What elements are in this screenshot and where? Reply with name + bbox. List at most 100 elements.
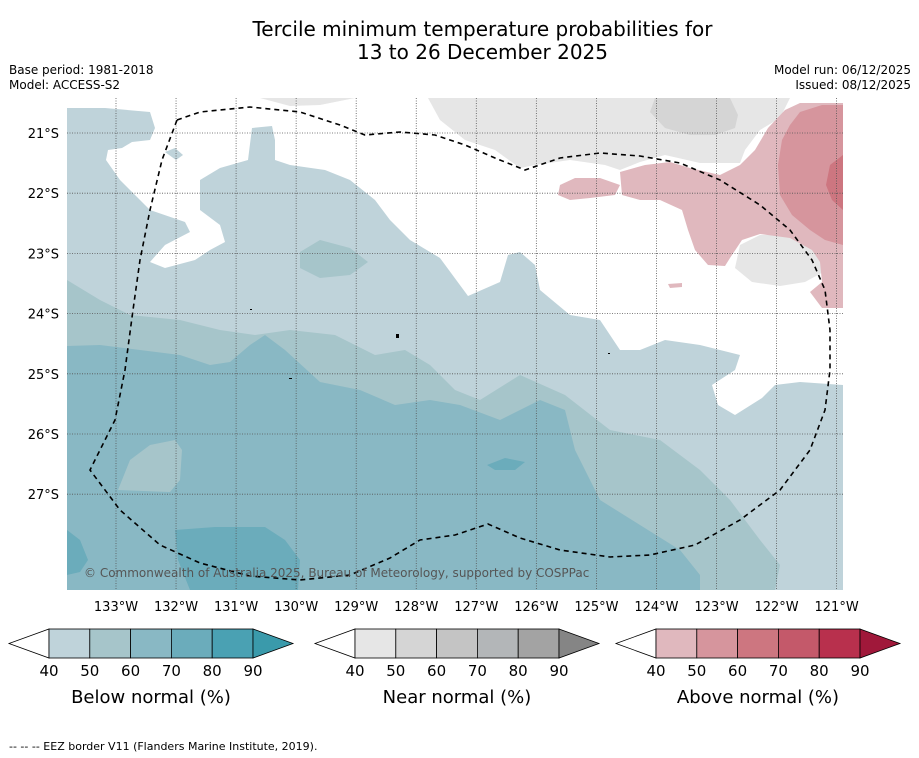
- longitude-labels: 133°W 132°W 131°W 130°W 129°W 128°W 127°W 126°W…: [94, 600, 859, 615]
- below-normal-60-region: [67, 335, 700, 590]
- title-line-2: 13 to 26 December 2025: [356, 40, 608, 64]
- colorbar-segment: [778, 628, 820, 659]
- colorbar-segment: [696, 628, 738, 659]
- above-normal-40-region: [558, 178, 620, 200]
- colorbar-title: Above normal (%): [677, 687, 839, 708]
- colorbar-min-arrow: [7, 628, 50, 659]
- colorbar-tick-label: 60: [728, 662, 747, 680]
- colorbar-tick-label: 70: [162, 662, 181, 680]
- colorbar-2: 40 50 60 70 80 90 Near normal (%): [313, 628, 601, 708]
- lat-label: 26°S: [28, 428, 59, 443]
- colorbar-tick-label: 90: [850, 662, 869, 680]
- colorbar-segment: [517, 628, 560, 659]
- colorbar-max-arrow: [558, 628, 601, 659]
- colorbar-tick-label: 50: [80, 662, 99, 680]
- colorbar-segment: [436, 628, 478, 659]
- colorbar-segment: [737, 628, 779, 659]
- colorbar-segment: [476, 628, 519, 659]
- model-name: Model: ACCESS-S2: [9, 78, 121, 92]
- colorbar-segment: [170, 628, 213, 659]
- lon-label: 133°W: [94, 600, 138, 615]
- below-normal-50-island: [118, 440, 182, 492]
- above-normal-60-region: [826, 155, 843, 210]
- colorbar-tick-label: 50: [386, 662, 405, 680]
- colorbar-tick-label: 40: [345, 662, 364, 680]
- lon-label: 124°W: [634, 600, 678, 615]
- lon-label: 125°W: [574, 600, 618, 615]
- above-normal-40-dot: [668, 283, 682, 288]
- colorbar-tick-label: 70: [769, 662, 788, 680]
- colorbar-tick-label: 80: [509, 662, 528, 680]
- colorbar-tick-label: 80: [810, 662, 829, 680]
- lon-label: 121°W: [815, 600, 859, 615]
- lon-label: 127°W: [454, 600, 498, 615]
- colorbar-tick-label: 40: [39, 662, 58, 680]
- colorbar-segment: [130, 628, 172, 659]
- colorbar-title: Below normal (%): [71, 687, 231, 708]
- below-normal-70-patch: [67, 530, 88, 575]
- colorbar-tick-label: 60: [121, 662, 140, 680]
- eez-border: [89, 106, 831, 581]
- lon-label: 126°W: [514, 600, 558, 615]
- issued-date: Issued: 08/12/2025: [795, 78, 911, 92]
- below-normal-50-patch: [300, 240, 368, 278]
- lat-label: 24°S: [28, 308, 59, 323]
- lon-label: 122°W: [754, 600, 798, 615]
- colorbar-max-arrow: [252, 628, 295, 659]
- lon-label: 130°W: [274, 600, 318, 615]
- latitude-labels: 21°S 22°S 23°S 24°S 25°S 26°S 27°S: [28, 127, 59, 503]
- colorbar-tick-label: 80: [203, 662, 222, 680]
- lon-label: 129°W: [334, 600, 378, 615]
- colorbar-title: Near normal (%): [383, 687, 532, 708]
- near-normal-40-blob: [735, 235, 827, 286]
- colorbar-max-arrow: [859, 628, 902, 659]
- lon-label: 128°W: [394, 600, 438, 615]
- base-period: Base period: 1981-2018: [9, 63, 154, 77]
- lon-label: 131°W: [214, 600, 258, 615]
- graticule: [67, 98, 843, 590]
- colorbar-min-arrow: [313, 628, 356, 659]
- colorbar-segment: [818, 628, 861, 659]
- above-normal-50-region: [778, 105, 843, 245]
- colorbars: 40 50 60 70 80 90 Below normal (%) 40 50 60 70 80 90…: [7, 628, 902, 708]
- white-notch-2: [618, 258, 622, 262]
- below-normal-70-dot: [487, 458, 525, 470]
- white-notch: [668, 216, 675, 226]
- lat-label: 27°S: [28, 488, 59, 503]
- colorbar-tick-label: 60: [427, 662, 446, 680]
- below-normal-40-patch: [165, 148, 183, 160]
- near-normal-50-patch: [650, 98, 738, 135]
- map-title: Tercile minimum temperature probabilitie…: [0, 18, 919, 64]
- probability-field: [67, 98, 843, 590]
- meta-left: Base period: 1981-2018 Model: ACCESS-S2: [9, 63, 154, 93]
- lon-label: 132°W: [154, 600, 198, 615]
- colorbar-3: 40 50 60 70 80 90 Above normal (%): [614, 628, 902, 708]
- colorbar-tick-label: 90: [549, 662, 568, 680]
- colorbar-segment: [89, 628, 132, 659]
- colorbar-tick-label: 90: [243, 662, 262, 680]
- colorbar-1: 40 50 60 70 80 90 Below normal (%): [7, 628, 295, 708]
- colorbar-tick-label: 70: [468, 662, 487, 680]
- colorbar-segment: [395, 628, 437, 659]
- lat-label: 22°S: [28, 187, 59, 202]
- lat-label: 25°S: [28, 368, 59, 383]
- below-normal-70-region: [175, 527, 300, 590]
- colorbar-segment: [354, 628, 397, 659]
- colorbar-segment: [211, 628, 254, 659]
- near-normal-40-region: [260, 98, 355, 106]
- footnote: -- -- -- EEZ border V11 (Flanders Marine…: [9, 740, 318, 753]
- colorbar-tick-label: 50: [687, 662, 706, 680]
- lat-label: 23°S: [28, 247, 59, 262]
- lat-label: 21°S: [28, 127, 59, 142]
- copyright-text: © Commonwealth of Australia 2025, Bureau…: [84, 566, 589, 580]
- colorbar-segment: [655, 628, 698, 659]
- title-line-1: Tercile minimum temperature probabilitie…: [252, 17, 713, 41]
- meta-right: Model run: 06/12/2025 Issued: 08/12/2025: [774, 63, 911, 93]
- islands: [250, 309, 610, 379]
- lon-label: 123°W: [694, 600, 738, 615]
- model-run: Model run: 06/12/2025: [773, 63, 911, 77]
- colorbar-min-arrow: [614, 628, 657, 659]
- colorbar-tick-label: 40: [646, 662, 665, 680]
- colorbar-segment: [48, 628, 91, 659]
